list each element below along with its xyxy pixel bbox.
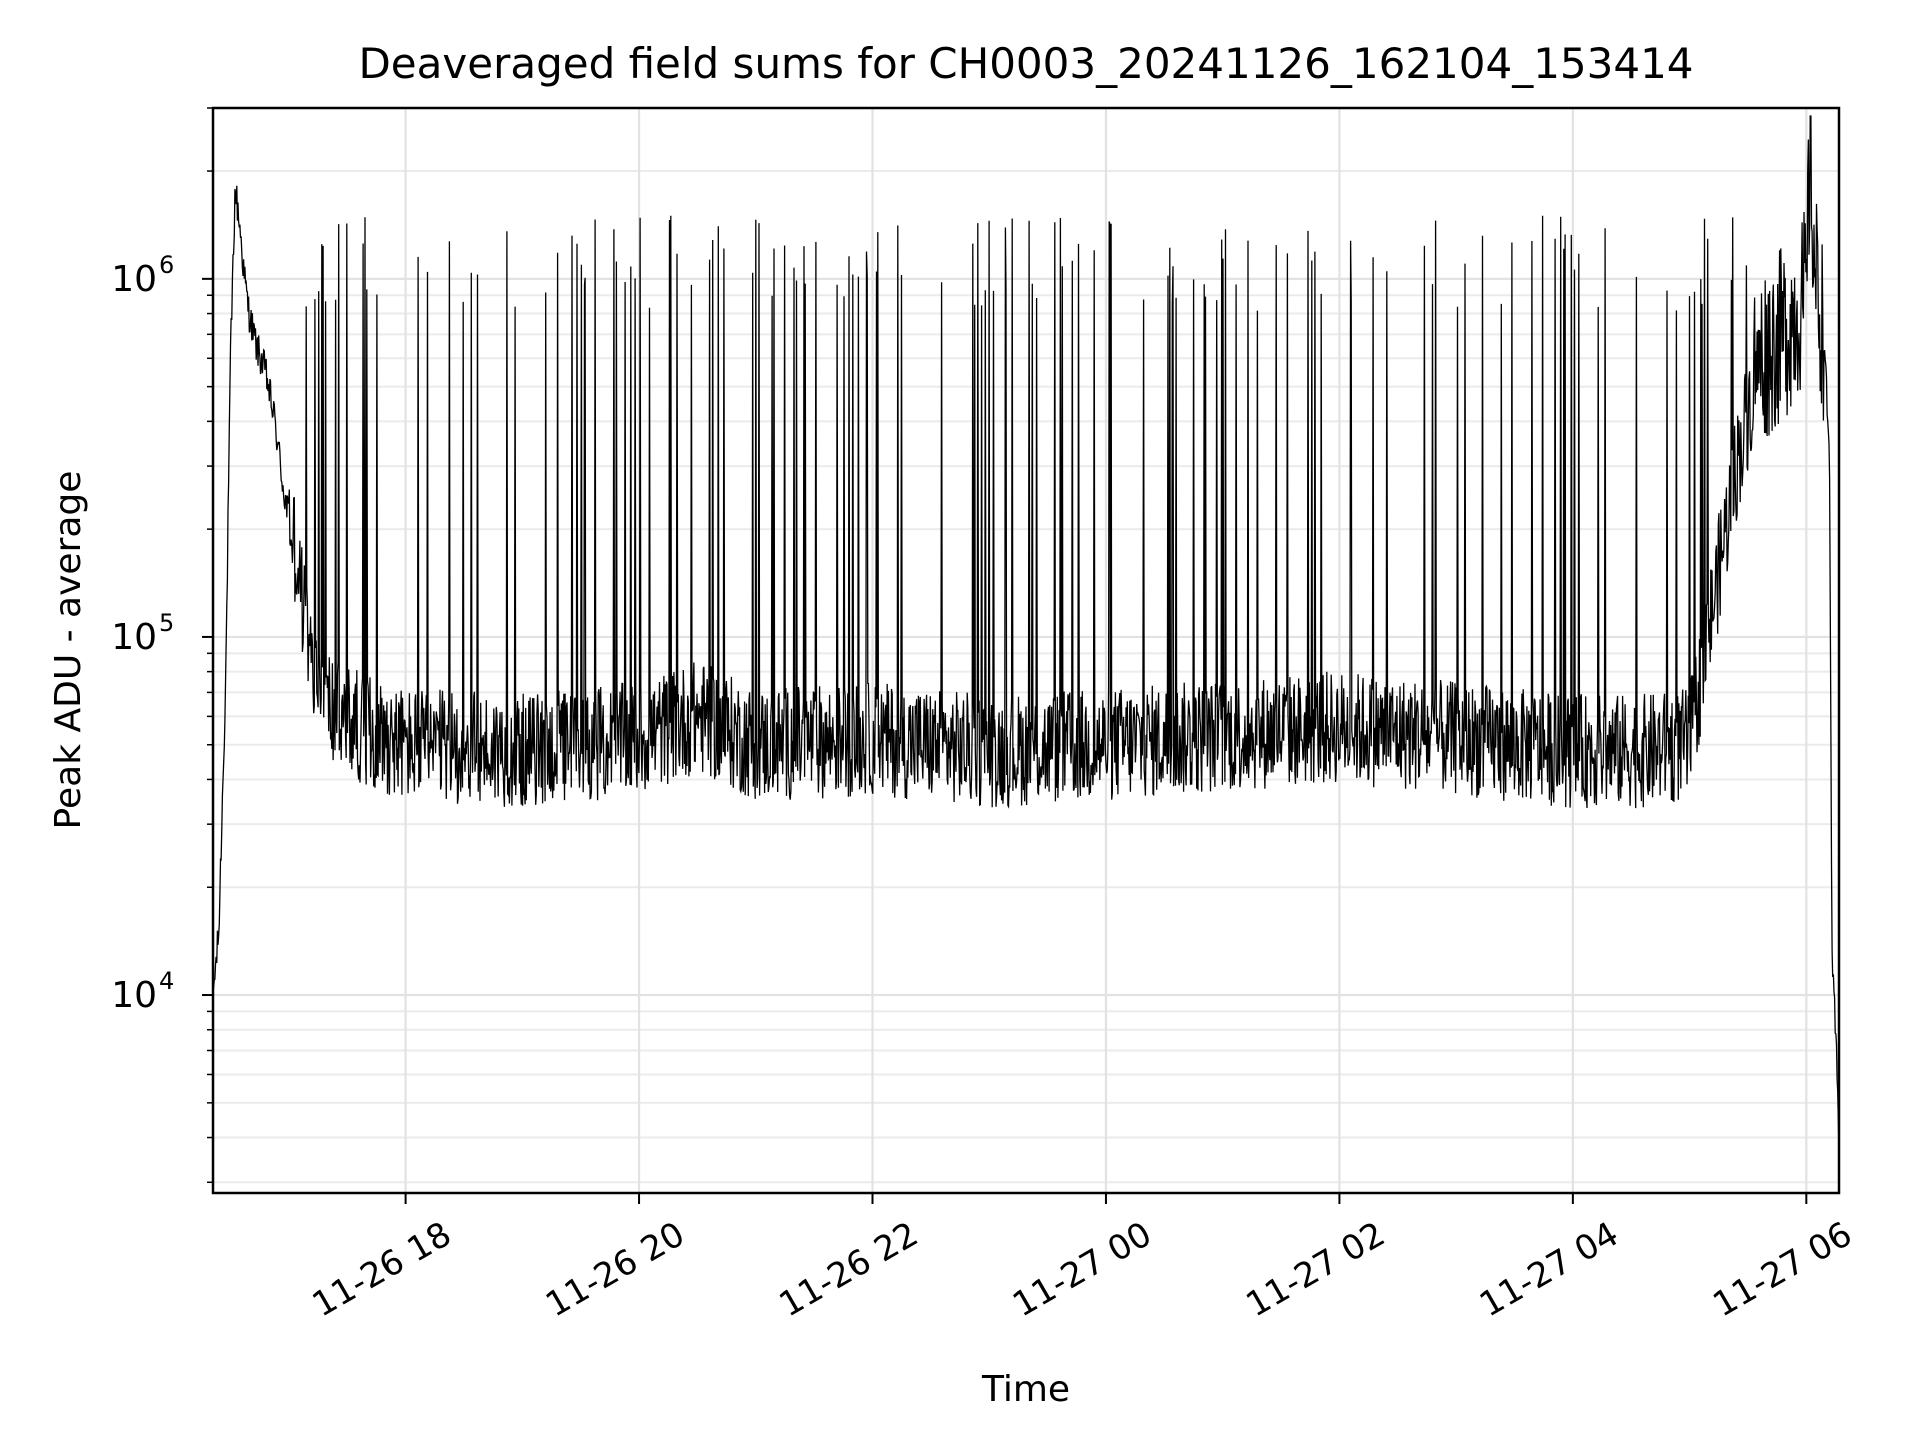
y-tick-label: 10 [111, 617, 157, 658]
x-axis-label: Time [981, 1369, 1070, 1410]
x-tick-label: 11-26 18 [306, 1214, 458, 1325]
data-series [212, 115, 1840, 1152]
y-tick-exponent: 6 [159, 251, 174, 279]
series-line [212, 115, 1840, 1152]
grid [213, 107, 1839, 1193]
x-tick-label: 11-27 04 [1473, 1214, 1625, 1325]
x-tick-label: 11-26 20 [539, 1214, 691, 1325]
y-axis-label: Peak ADU - average [48, 471, 89, 830]
x-tick-label: 11-27 06 [1706, 1214, 1858, 1325]
x-tick-label: 11-26 22 [773, 1214, 925, 1325]
x-axis: 11-26 18 11-26 20 11-26 22 11-27 00 11-27 02… [306, 1193, 1859, 1325]
y-tick-exponent: 5 [159, 609, 174, 637]
chart-title: Deaveraged field sums for CH0003_2024112… [358, 39, 1693, 88]
x-tick-label: 11-27 02 [1240, 1214, 1392, 1325]
y-tick-label: 10 [111, 975, 157, 1016]
x-tick-label: 11-27 00 [1006, 1214, 1158, 1325]
y-tick-label: 10 [111, 259, 157, 300]
plot-frame [211, 106, 1841, 1195]
y-tick-exponent: 4 [159, 967, 174, 995]
